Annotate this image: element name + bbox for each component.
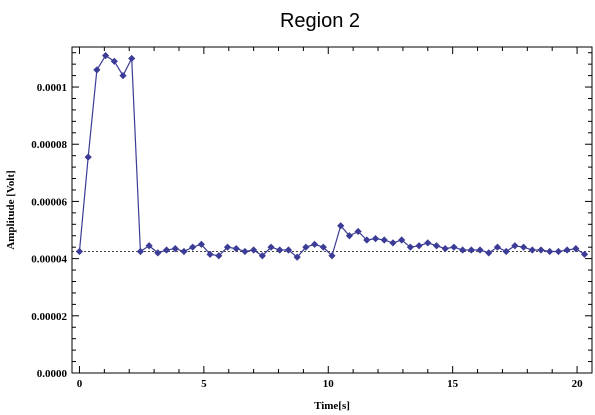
data-point xyxy=(432,242,441,250)
data-point xyxy=(232,245,240,253)
data-point xyxy=(493,243,502,251)
data-point xyxy=(241,247,249,256)
data-point xyxy=(250,246,258,254)
data-point xyxy=(136,247,145,256)
x-tick-label: 15 xyxy=(447,378,459,390)
data-point xyxy=(389,239,397,247)
y-tick-label: 0.00004 xyxy=(31,254,67,266)
y-tick-label: 0.0001 xyxy=(37,82,67,94)
data-point xyxy=(215,252,223,260)
data-point xyxy=(572,245,580,253)
data-point xyxy=(441,245,449,253)
x-tick-label: 5 xyxy=(201,378,207,390)
plot-frame xyxy=(71,46,593,374)
data-point xyxy=(528,246,536,254)
data-point xyxy=(206,250,214,258)
data-point xyxy=(459,246,467,254)
data-point xyxy=(145,242,153,250)
data-point xyxy=(154,249,162,257)
tick-labels: 0 5 10 15 20 0.0000 0.00002 0.00004 0.00006 0.000… xyxy=(31,82,583,390)
data-point xyxy=(406,243,414,251)
data-point xyxy=(363,236,371,244)
data-point xyxy=(467,246,475,254)
data-point xyxy=(162,246,171,254)
data-point xyxy=(511,242,519,250)
data-point xyxy=(171,245,179,253)
data-point xyxy=(476,246,484,254)
data-point xyxy=(223,243,232,251)
x-tick-label: 20 xyxy=(572,378,584,390)
data-point xyxy=(398,236,406,244)
data-point xyxy=(284,246,293,254)
y-axis-label: Amplitude [Volt] xyxy=(5,170,17,249)
y-tick-label: 0.00008 xyxy=(31,139,67,151)
data-point xyxy=(276,246,284,254)
data-point xyxy=(345,232,354,240)
y-tick-label: 0.00002 xyxy=(31,311,67,323)
data-point xyxy=(180,247,188,256)
data-point xyxy=(424,239,432,247)
data-point xyxy=(485,249,493,257)
data-point xyxy=(371,234,380,243)
data-point xyxy=(546,247,554,256)
data-point xyxy=(93,66,101,74)
data-point xyxy=(197,240,205,248)
data-point xyxy=(119,71,127,80)
data-point xyxy=(450,243,458,251)
data-point xyxy=(537,246,545,254)
data-point xyxy=(337,222,345,230)
data-point xyxy=(110,57,118,65)
chart-title: Region 2 xyxy=(280,10,360,32)
data-point xyxy=(580,250,589,258)
data-point xyxy=(502,247,510,256)
data-point xyxy=(319,243,327,251)
data-point xyxy=(563,246,571,254)
data-point xyxy=(310,240,319,248)
x-tick-label: 0 xyxy=(77,378,83,390)
y-tick-label: 0.00006 xyxy=(31,196,67,208)
data-point xyxy=(302,243,310,251)
data-point xyxy=(554,247,563,256)
data-point xyxy=(267,243,275,251)
x-tick-label: 10 xyxy=(323,378,335,390)
data-point xyxy=(258,252,266,260)
series-markers xyxy=(75,51,589,261)
data-point xyxy=(293,253,301,261)
data-point xyxy=(189,243,197,251)
data-point xyxy=(380,236,388,244)
data-point xyxy=(101,51,110,60)
axes xyxy=(72,47,592,374)
y-tick-label: 0.0000 xyxy=(37,368,68,380)
data-point xyxy=(354,227,362,236)
data-point xyxy=(84,153,92,161)
series-line xyxy=(78,54,585,259)
data-point xyxy=(519,243,528,251)
data-point xyxy=(328,252,336,260)
data-point xyxy=(75,247,84,256)
data-point xyxy=(415,242,423,250)
data-point xyxy=(128,54,136,63)
x-axis-label: Time[s] xyxy=(314,400,350,412)
